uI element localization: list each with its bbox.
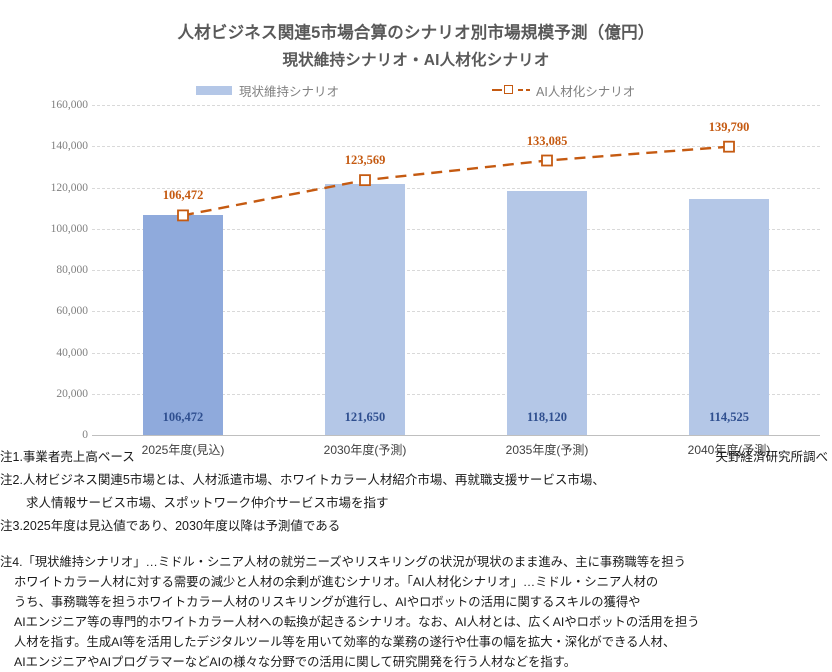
y-axis-tick-100000: 100,000 <box>50 222 88 235</box>
footnote-4-line-4: AIエンジニア等の専門的ホワイトカラー人材への転換が起きるシナリオ。なお、AI人… <box>14 615 700 629</box>
footnote-1-text: 注1.事業者売上高ベース <box>0 450 135 464</box>
bar-series-layer: 106,472 121,650 118,120 114,525 <box>92 105 820 435</box>
legend-label-bar: 現状維持シナリオ <box>239 84 340 99</box>
y-axis-tick-160000: 160,000 <box>50 99 88 111</box>
gridline-80000 <box>92 270 820 271</box>
footnote-2-line-1: 注2.人材ビジネス関連5市場とは、人材派遣市場、ホワイトカラー人材紹介市場、再就… <box>0 473 605 487</box>
y-axis-tick-40000: 40,000 <box>56 346 88 359</box>
footnote-4-line-1: 注4.「現状維持シナリオ」…ミドル・シニア人材の就労ニーズやリスキリングの状況が… <box>0 555 686 569</box>
footnote-4-line-3: うち、事務職等を担うホワイトカラー人材のリスキリングが進行し、AIやロボットの活… <box>14 595 641 609</box>
footnote-4-line-5: 人材を指す。生成AI等を活用したデジタルツール等を用いて効率的な業務の遂行や仕事… <box>14 635 676 649</box>
footnotes: 注1.事業者売上高ベース 矢野経済研究所調べ 注2.人材ビジネス関連5市場とは、… <box>0 446 832 672</box>
axis-baseline <box>92 435 820 436</box>
x-axis-label-2035年度(予測): 2035年度(予測) <box>505 443 589 457</box>
bar-rect <box>506 191 588 435</box>
page-title: 人材ビジネス関連5市場合算のシナリオ別市場規模予測（億円） <box>177 24 655 42</box>
legend-bar-swatch-icon <box>196 85 232 95</box>
chart-subtitle: 現状維持シナリオ・AI人材化シナリオ <box>282 52 550 69</box>
x-axis-label-2030年度(予測): 2030年度(予測) <box>323 443 407 457</box>
footnote-4-line-6: AIエンジニアやAIプログラマーなどAIの様々な分野での活用に関して研究開発を行… <box>14 655 577 669</box>
legend-line-swatch-icon <box>492 84 530 96</box>
x-axis-label-2040年度(予測): 2040年度(予測) <box>687 443 771 457</box>
footnote-3: 注3.2025年度は見込値であり、2030年度以降は予測値である <box>0 519 341 533</box>
footnote-1: 注1.事業者売上高ベース 矢野経済研究所調べ <box>0 446 832 469</box>
footnote-2-line-2: 求人情報サービス市場、スポットワーク仲介サービス市場を指す <box>26 496 389 510</box>
bar-2040年度(予測)[interactable]: 114,525 <box>688 198 770 435</box>
y-axis-tick-60000: 60,000 <box>56 305 88 318</box>
bar-rect <box>142 215 224 435</box>
bar-value-label: 118,120 <box>527 410 567 424</box>
gridline-100000 <box>92 228 820 230</box>
gridline-20000 <box>92 393 820 395</box>
y-axis-tick-140000: 140,000 <box>50 140 88 153</box>
x-axis-label-2025年度(見込): 2025年度(見込) <box>141 443 225 457</box>
y-axis-tick-120000: 120,000 <box>50 181 88 194</box>
bar-2030年度(予測)[interactable]: 121,650 <box>324 184 406 435</box>
bar-2025年度(見込)[interactable]: 106,472 <box>142 215 224 435</box>
bar-value-label: 114,525 <box>709 410 749 424</box>
y-axis-tick-0: 0 <box>82 429 88 441</box>
gridline-160000 <box>92 105 820 106</box>
chart-title-block: 人材ビジネス関連5市場合算のシナリオ別市場規模予測（億円） 現状維持シナリオ・A… <box>0 20 832 74</box>
y-axis-tick-20000: 20,000 <box>56 387 88 400</box>
chart-plot-area: 0 20,000 40,000 60,000 80,000 100,000 120,000 1… <box>0 99 832 457</box>
footnote-4-line-2: ホワイトカラー人材に対する需要の減少と人材の余剰が進むシナリオ。「AI人材化シナ… <box>14 575 659 589</box>
x-axis-tick-labels: 2025年度(見込) 2030年度(予測) 2035年度(予測) 2040年度(予測) <box>92 441 820 465</box>
y-axis-tick-labels: 0 20,000 40,000 60,000 80,000 100,000 120,000 1… <box>0 99 88 441</box>
legend-item-bar-series[interactable]: 現状維持シナリオ <box>196 80 339 100</box>
gridline-40000 <box>92 352 820 354</box>
bar-rect <box>688 198 770 435</box>
y-axis-tick-80000: 80,000 <box>56 264 88 276</box>
footnote-4: 注4.「現状維持シナリオ」…ミドル・シニア人材の就労ニーズやリスキリングの状況が… <box>0 552 832 672</box>
bar-value-label: 106,472 <box>162 410 204 424</box>
chart-legend: 現状維持シナリオ AI人材化シナリオ <box>0 80 832 100</box>
legend-item-line-series[interactable]: AI人材化シナリオ <box>492 80 635 100</box>
legend-label-line: AI人材化シナリオ <box>536 84 636 99</box>
gridline-60000 <box>92 311 820 313</box>
bar-rect <box>324 184 406 435</box>
bar-value-label: 121,650 <box>344 410 386 424</box>
bar-2035年度(予測)[interactable]: 118,120 <box>506 191 588 435</box>
source-credit: 矢野経済研究所調べ <box>715 450 828 464</box>
